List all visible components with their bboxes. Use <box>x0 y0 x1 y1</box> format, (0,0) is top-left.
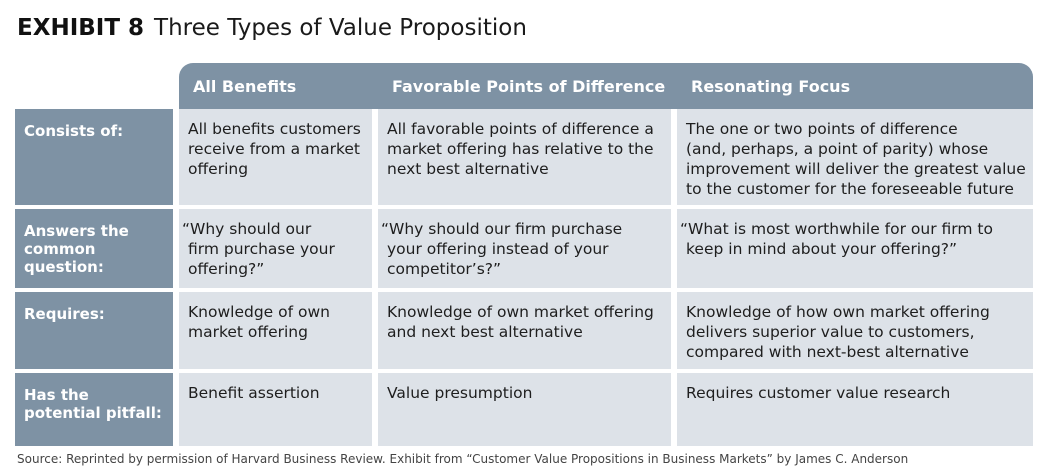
cell-line: “What is most worthwhile for our firm to <box>680 220 993 238</box>
cell-line: market offering <box>188 323 308 341</box>
row-label-2: Answers the common question: <box>15 209 173 288</box>
table-cell: Requires customer value research <box>677 373 1033 446</box>
value-proposition-table: All Benefits Favorable Points of Differen… <box>15 63 1033 446</box>
cell-line: next best alternative <box>387 160 549 178</box>
cell-line: “Why should our firm purchase <box>381 220 623 238</box>
exhibit-label: EXHIBIT 8 <box>17 15 145 41</box>
row-label-line: common question: <box>24 240 104 276</box>
row-label-line: Has the <box>24 386 89 404</box>
table-cell: The one or two points of difference (and,… <box>677 109 1033 205</box>
row-label-line: Consists of: <box>24 122 124 140</box>
cell-line: “Why should our <box>182 220 312 238</box>
table-cell: “Why should our firm purchase your offeri… <box>378 209 671 288</box>
row-label-line: Answers the <box>24 222 129 240</box>
cell-line: Requires customer value research <box>686 384 951 402</box>
row-label-3: Requires: <box>15 292 173 369</box>
table-cell: Knowledge of own market offering and next… <box>378 292 671 369</box>
cell-line: Knowledge of own market offering <box>387 303 654 321</box>
cell-line: delivers superior value to customers, <box>686 323 975 341</box>
exhibit-title-text: Three Types of Value Proposition <box>154 15 527 41</box>
cell-line: compared with next-best alternative <box>686 343 969 361</box>
exhibit-title: EXHIBIT 8 Three Types of Value Propositio… <box>17 13 527 43</box>
cell-line: improvement will deliver the greatest va… <box>686 160 1026 178</box>
table-cell: Value presumption <box>378 373 671 446</box>
table-cell: Knowledge of how own market offering deli… <box>677 292 1033 369</box>
cell-line: and next best alternative <box>387 323 583 341</box>
cell-line: Knowledge of how own market offering <box>686 303 990 321</box>
cell-line: your offering instead of your <box>387 240 609 258</box>
column-header-favorable-points-of-difference: Favorable Points of Difference <box>392 77 666 96</box>
table-cell: All favorable points of difference a mark… <box>378 109 671 205</box>
table-cell: All benefits customers receive from a mar… <box>179 109 372 205</box>
cell-line: Benefit assertion <box>188 384 320 402</box>
cell-line: keep in mind about your offering?” <box>686 240 958 258</box>
row-label-1: Consists of: <box>15 109 173 205</box>
cell-line: offering?” <box>188 260 265 278</box>
table-cell: “Why should our firm purchase your offerin… <box>179 209 372 288</box>
cell-line: All benefits customers <box>188 120 361 138</box>
cell-line: (and, perhaps, a point of parity) whose <box>686 140 989 158</box>
source-note: Source: Reprinted by permission of Harva… <box>17 452 909 466</box>
column-header-bar <box>179 63 1033 109</box>
cell-line: The one or two points of difference <box>686 120 958 138</box>
cell-line: Value presumption <box>387 384 533 402</box>
column-header-resonating-focus: Resonating Focus <box>691 77 851 96</box>
cell-line: to the customer for the foreseeable futu… <box>686 180 1014 198</box>
row-label-line: Requires: <box>24 305 105 323</box>
row-label-4: Has the potential pitfall: <box>15 373 173 446</box>
cell-line: offering <box>188 160 249 178</box>
cell-line: competitor’s?” <box>387 260 502 278</box>
table-cell: Benefit assertion <box>179 373 372 446</box>
row-label-line: potential pitfall: <box>24 404 162 422</box>
table-cell: Knowledge of own market offering <box>179 292 372 369</box>
table-cell: “What is most worthwhile for our firm to… <box>677 209 1033 288</box>
cell-line: receive from a market <box>188 140 360 158</box>
cell-line: firm purchase your <box>188 240 335 258</box>
cell-line: All favorable points of difference a <box>387 120 654 138</box>
column-header-all-benefits: All Benefits <box>193 77 297 96</box>
cell-line: market offering has relative to the <box>387 140 654 158</box>
cell-line: Knowledge of own <box>188 303 330 321</box>
